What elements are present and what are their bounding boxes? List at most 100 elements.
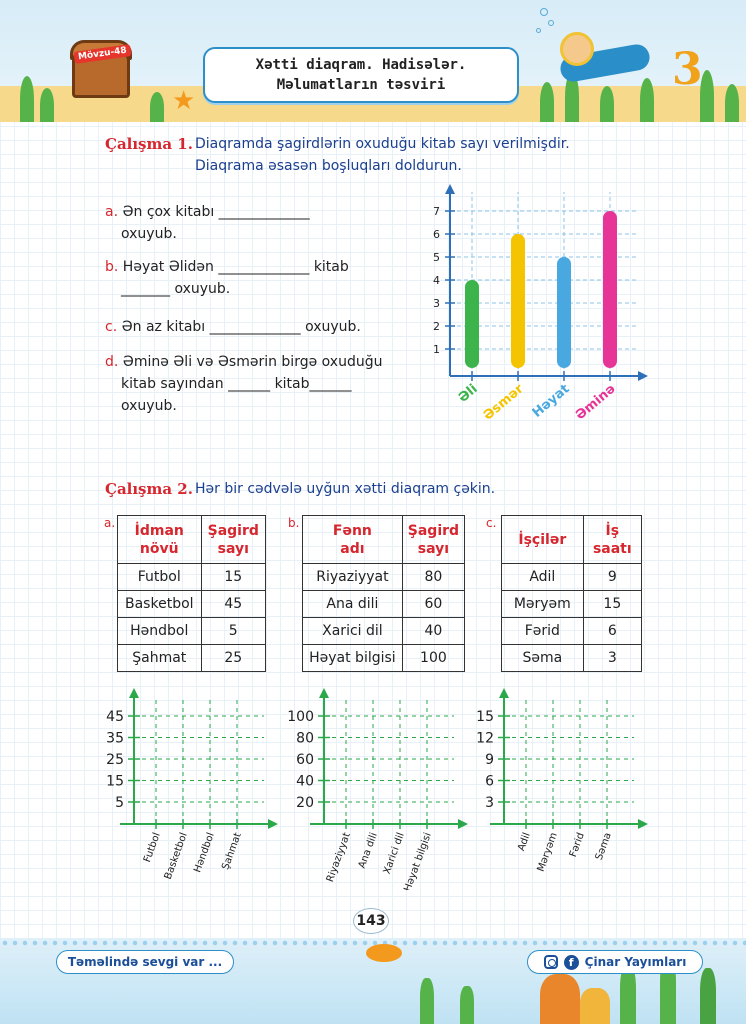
table-row: Səma 3 [501, 644, 643, 672]
table-header: İş saatı [582, 515, 643, 564]
y-axis-arrow [499, 688, 509, 698]
bar-1 [465, 280, 479, 368]
y-tick-label: 35 [106, 731, 124, 747]
seaweed-decoration [540, 82, 554, 122]
x-tick-label: Şahmat [220, 831, 244, 871]
y-tick-label: 80 [296, 731, 314, 747]
y-tick-label: 9 [485, 752, 494, 768]
y-tick-label: 7 [433, 205, 440, 218]
bar-3 [557, 257, 571, 368]
table-row: Məryəm 15 [501, 590, 643, 618]
y-tick-label: 15 [106, 774, 124, 790]
seaweed-decoration [620, 964, 636, 1024]
x-tick-label: Səma [594, 831, 614, 861]
seaweed-decoration [20, 76, 34, 122]
x-tick-label: Həyat bilgisi [402, 831, 433, 890]
books-bar-chart: 1 2 3 4 5 6 7 Əli Əsmər Həyat Əminə [433, 184, 648, 424]
title-line-2: Məlumatların təsviri [276, 77, 446, 93]
question-text: Ən çox kitabı _____________ [122, 204, 310, 220]
table-row: Şahmat 25 [117, 644, 267, 672]
question-c: c. Ən az kitabı _____________ oxuyub. [105, 316, 405, 338]
x-tick-label: Həndbol [192, 831, 217, 874]
exercise1-text-line2: Diaqrama əsasən boşluqları doldurun. [195, 158, 462, 174]
bubble-icon [548, 20, 554, 26]
question-b: b. Həyat Əlidən _____________ kitab ____… [105, 256, 405, 300]
footer-dots [0, 938, 746, 948]
table-header: Fənn adı [302, 515, 403, 564]
table-row: Basketbol 45 [117, 590, 267, 618]
exercise1-text-line1: Diaqramda şagirdlərin oxuduğu kitab sayı… [195, 136, 570, 152]
y-axis-arrow [319, 688, 329, 698]
facebook-icon: f [563, 954, 579, 970]
coral-decoration [540, 974, 580, 1024]
table-b-label: b. [288, 516, 300, 530]
y-tick-label: 25 [106, 752, 124, 768]
table-row: Riyaziyyat 80 [302, 563, 466, 591]
bar-2 [511, 234, 525, 368]
seaweed-decoration [640, 78, 654, 122]
y-tick-label: 100 [287, 709, 314, 725]
table-row: Həndbol 5 [117, 617, 267, 645]
x-tick-label: Əli [456, 382, 481, 406]
y-tick-label: 60 [296, 752, 314, 768]
blank-line-chart-a: 5 15 25 35 45 Futbol Basketbol Həndbol Şahmat [106, 688, 278, 880]
question-text: Əminə Əli və Əsmərin birgə oxuduğu [122, 354, 383, 370]
y-tick-label: 3 [433, 297, 440, 310]
x-axis-arrow [638, 819, 648, 829]
question-d: d. Əminə Əli və Əsmərin birgə oxuduğu ki… [105, 351, 405, 417]
y-tick-label: 6 [433, 228, 440, 241]
question-letter: d. [105, 354, 119, 370]
table-a-label: a. [104, 516, 116, 530]
question-text: _______ oxuyub. [121, 281, 231, 297]
exercise2-title: Çalışma 2. [105, 480, 193, 498]
exercise1-instructions: Diaqramda şagirdlərin oxuduğu kitab sayı… [195, 133, 570, 177]
x-tick-label: Ana dili [357, 831, 380, 870]
x-axis-arrow [458, 819, 468, 829]
x-tick-label: Məryəm [536, 831, 560, 873]
y-axis-arrow [445, 184, 455, 194]
table-row: Fərid 6 [501, 617, 643, 645]
y-axis-arrow [129, 688, 139, 698]
table-row: Futbol 15 [117, 563, 267, 591]
x-tick-label: Futbol [142, 831, 163, 864]
number-three-decoration: 3 [672, 44, 703, 95]
x-axis-arrow [638, 371, 648, 381]
x-tick-label: Basketbol [163, 831, 190, 880]
title-line-1: Xətti diaqram. Hadisələr. [255, 57, 467, 73]
x-tick-label: Əsmər [480, 381, 527, 423]
starfish-icon: ★ [172, 86, 196, 116]
page-number: 143 [353, 908, 389, 934]
seaweed-decoration [40, 88, 54, 122]
x-axis-arrow [268, 819, 278, 829]
y-tick-label: 5 [115, 795, 124, 811]
blank-line-chart-c: 3 6 9 12 15 Adil Məryəm Fərid Səma [476, 688, 648, 873]
y-tick-label: 40 [296, 774, 314, 790]
seaweed-decoration [725, 84, 739, 122]
y-tick-label: 6 [485, 774, 494, 790]
table-row: Adil 9 [501, 563, 643, 591]
question-text: oxuyub. [121, 226, 177, 242]
question-text: Ən az kitabı _____________ oxuyub. [121, 319, 361, 335]
y-tick-label: 4 [433, 274, 440, 287]
y-tick-label: 20 [296, 795, 314, 811]
table-header: Şagird sayı [200, 515, 267, 564]
seaweed-decoration [420, 978, 434, 1024]
table-row: Xarici dil 40 [302, 617, 466, 645]
question-text: oxuyub. [121, 398, 177, 414]
x-tick-label: Əminə [573, 381, 619, 423]
x-tick-label: Fərid [568, 831, 587, 858]
diver-head [560, 32, 594, 66]
question-text: kitab sayından ______ kitab______ [121, 376, 352, 392]
y-tick-label: 2 [433, 320, 440, 333]
question-letter: c. [105, 319, 118, 335]
x-tick-label: Həyat [530, 382, 573, 421]
y-tick-label: 3 [485, 795, 494, 811]
question-text: Həyat Əlidən _____________ kitab [122, 259, 349, 275]
table-header: İşçilər [501, 515, 584, 564]
question-letter: b. [105, 259, 119, 275]
table-b: Fənn adı Şagird sayı Riyaziyyat 80 Ana dili… [302, 515, 466, 672]
table-a: İdman növü Şagird sayı Futbol 15 Basketbol 4… [117, 515, 267, 672]
y-tick-label: 15 [476, 709, 494, 725]
y-tick-label: 1 [433, 343, 440, 356]
